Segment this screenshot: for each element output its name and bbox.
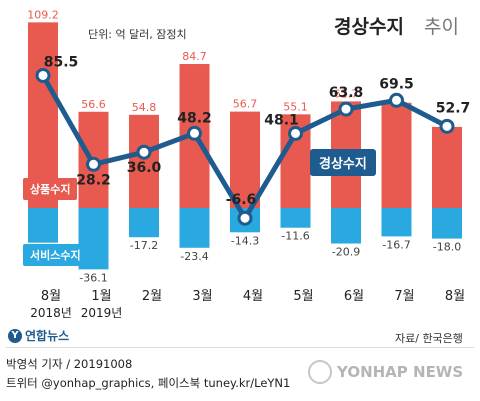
current-account-point: [237, 210, 253, 226]
legend-service-balance: 서비스수지: [23, 244, 88, 266]
agency-mark-icon: [308, 360, 332, 384]
unit-note: 단위: 억 달러, 잠정치: [88, 28, 187, 41]
goods-value-label: 55.1: [283, 100, 308, 113]
x-tick-sublabel: 2018년: [30, 306, 72, 320]
current-value-label: 36.0: [127, 160, 162, 176]
x-tick-label: 2월: [142, 289, 162, 304]
current-account-point: [338, 101, 354, 117]
goods-value-label: 84.7: [182, 50, 207, 63]
service-value-label: -20.9: [332, 246, 360, 259]
service-bar: [432, 208, 462, 239]
x-tick-label: 5월: [293, 289, 313, 304]
yonhap-logo: Y 연합뉴스: [8, 327, 69, 344]
goods-bar: [432, 126, 462, 208]
current-account-point: [288, 125, 303, 141]
goods-value-label: 62.7: [334, 87, 359, 100]
goods-value-label: 61.9: [384, 105, 409, 118]
service-value-label: -14.3: [231, 234, 259, 247]
current-value-label: 48.2: [177, 110, 212, 126]
social-credit: 트위터 @yonhap_graphics, 페이스북 tuney.kr/LeYN…: [6, 376, 291, 390]
service-value-label: -36.1: [79, 271, 107, 284]
service-value-label: -11.6: [281, 230, 309, 243]
x-tick-label: 3월: [192, 289, 212, 304]
goods-value-label: 56.7: [233, 98, 258, 111]
legend-goods-balance: 상품수지: [23, 178, 78, 200]
logo-text: 연합뉴스: [25, 329, 70, 343]
service-bar: [28, 208, 58, 243]
logo-mark-icon: Y: [8, 328, 22, 343]
goods-bar: [381, 102, 412, 208]
current-account-point: [136, 144, 152, 160]
current-account-point: [439, 118, 455, 134]
goods-value-label: 47.7: [435, 129, 460, 142]
current-value-label: 28.2: [76, 172, 111, 188]
service-bar: [129, 208, 159, 238]
current-account-point: [86, 156, 101, 172]
x-tick-label: 6월: [344, 289, 364, 304]
x-tick-label: 4월: [243, 289, 263, 304]
current-value-label: 63.8: [329, 85, 364, 101]
data-source: 자료/ 한국은행: [395, 332, 463, 345]
goods-value-label: 56.6: [81, 98, 106, 111]
current-value-label: 48.1: [264, 112, 299, 128]
x-tick-sublabel: 2019년: [81, 306, 123, 320]
current-value-label: 69.5: [379, 76, 414, 92]
goods-value-label: 109.2: [27, 8, 59, 21]
goods-bar: [129, 114, 159, 208]
current-account-point: [35, 67, 51, 83]
service-value-label: -16.7: [382, 238, 410, 251]
current-account-point: [187, 125, 202, 141]
x-tick-label: 1월: [91, 289, 111, 304]
service-bar: [179, 208, 210, 248]
legend-current-account: 경상수지: [310, 149, 376, 176]
service-value-label: -23.4: [180, 250, 208, 263]
goods-bar: [230, 111, 260, 208]
service-bar: [280, 208, 311, 228]
current-value-label: -6.6: [226, 192, 257, 208]
agency-watermark: YONHAP NEWS: [308, 360, 463, 384]
chart-title: 경상수지: [334, 16, 404, 38]
reporter-credit: 박영석 기자 / 20191008: [6, 357, 133, 371]
service-value-label: -17.2: [130, 239, 158, 252]
agency-text: YONHAP NEWS: [337, 363, 464, 381]
service-value-label: -18.0: [433, 241, 461, 254]
current-value-label: 85.5: [44, 54, 79, 70]
current-value-label: 52.7: [436, 100, 471, 116]
x-tick-label: 7월: [394, 289, 414, 304]
chart-title-suffix: 추이: [424, 16, 459, 38]
footer-divider: [6, 347, 474, 348]
goods-value-label: 54.8: [132, 101, 157, 114]
x-tick-label: 8월: [445, 289, 465, 304]
service-bar: [381, 208, 412, 237]
current-account-point: [389, 92, 404, 108]
x-tick-label: 8월: [41, 289, 61, 304]
goods-bar: [28, 22, 58, 208]
service-bar: [331, 208, 361, 244]
